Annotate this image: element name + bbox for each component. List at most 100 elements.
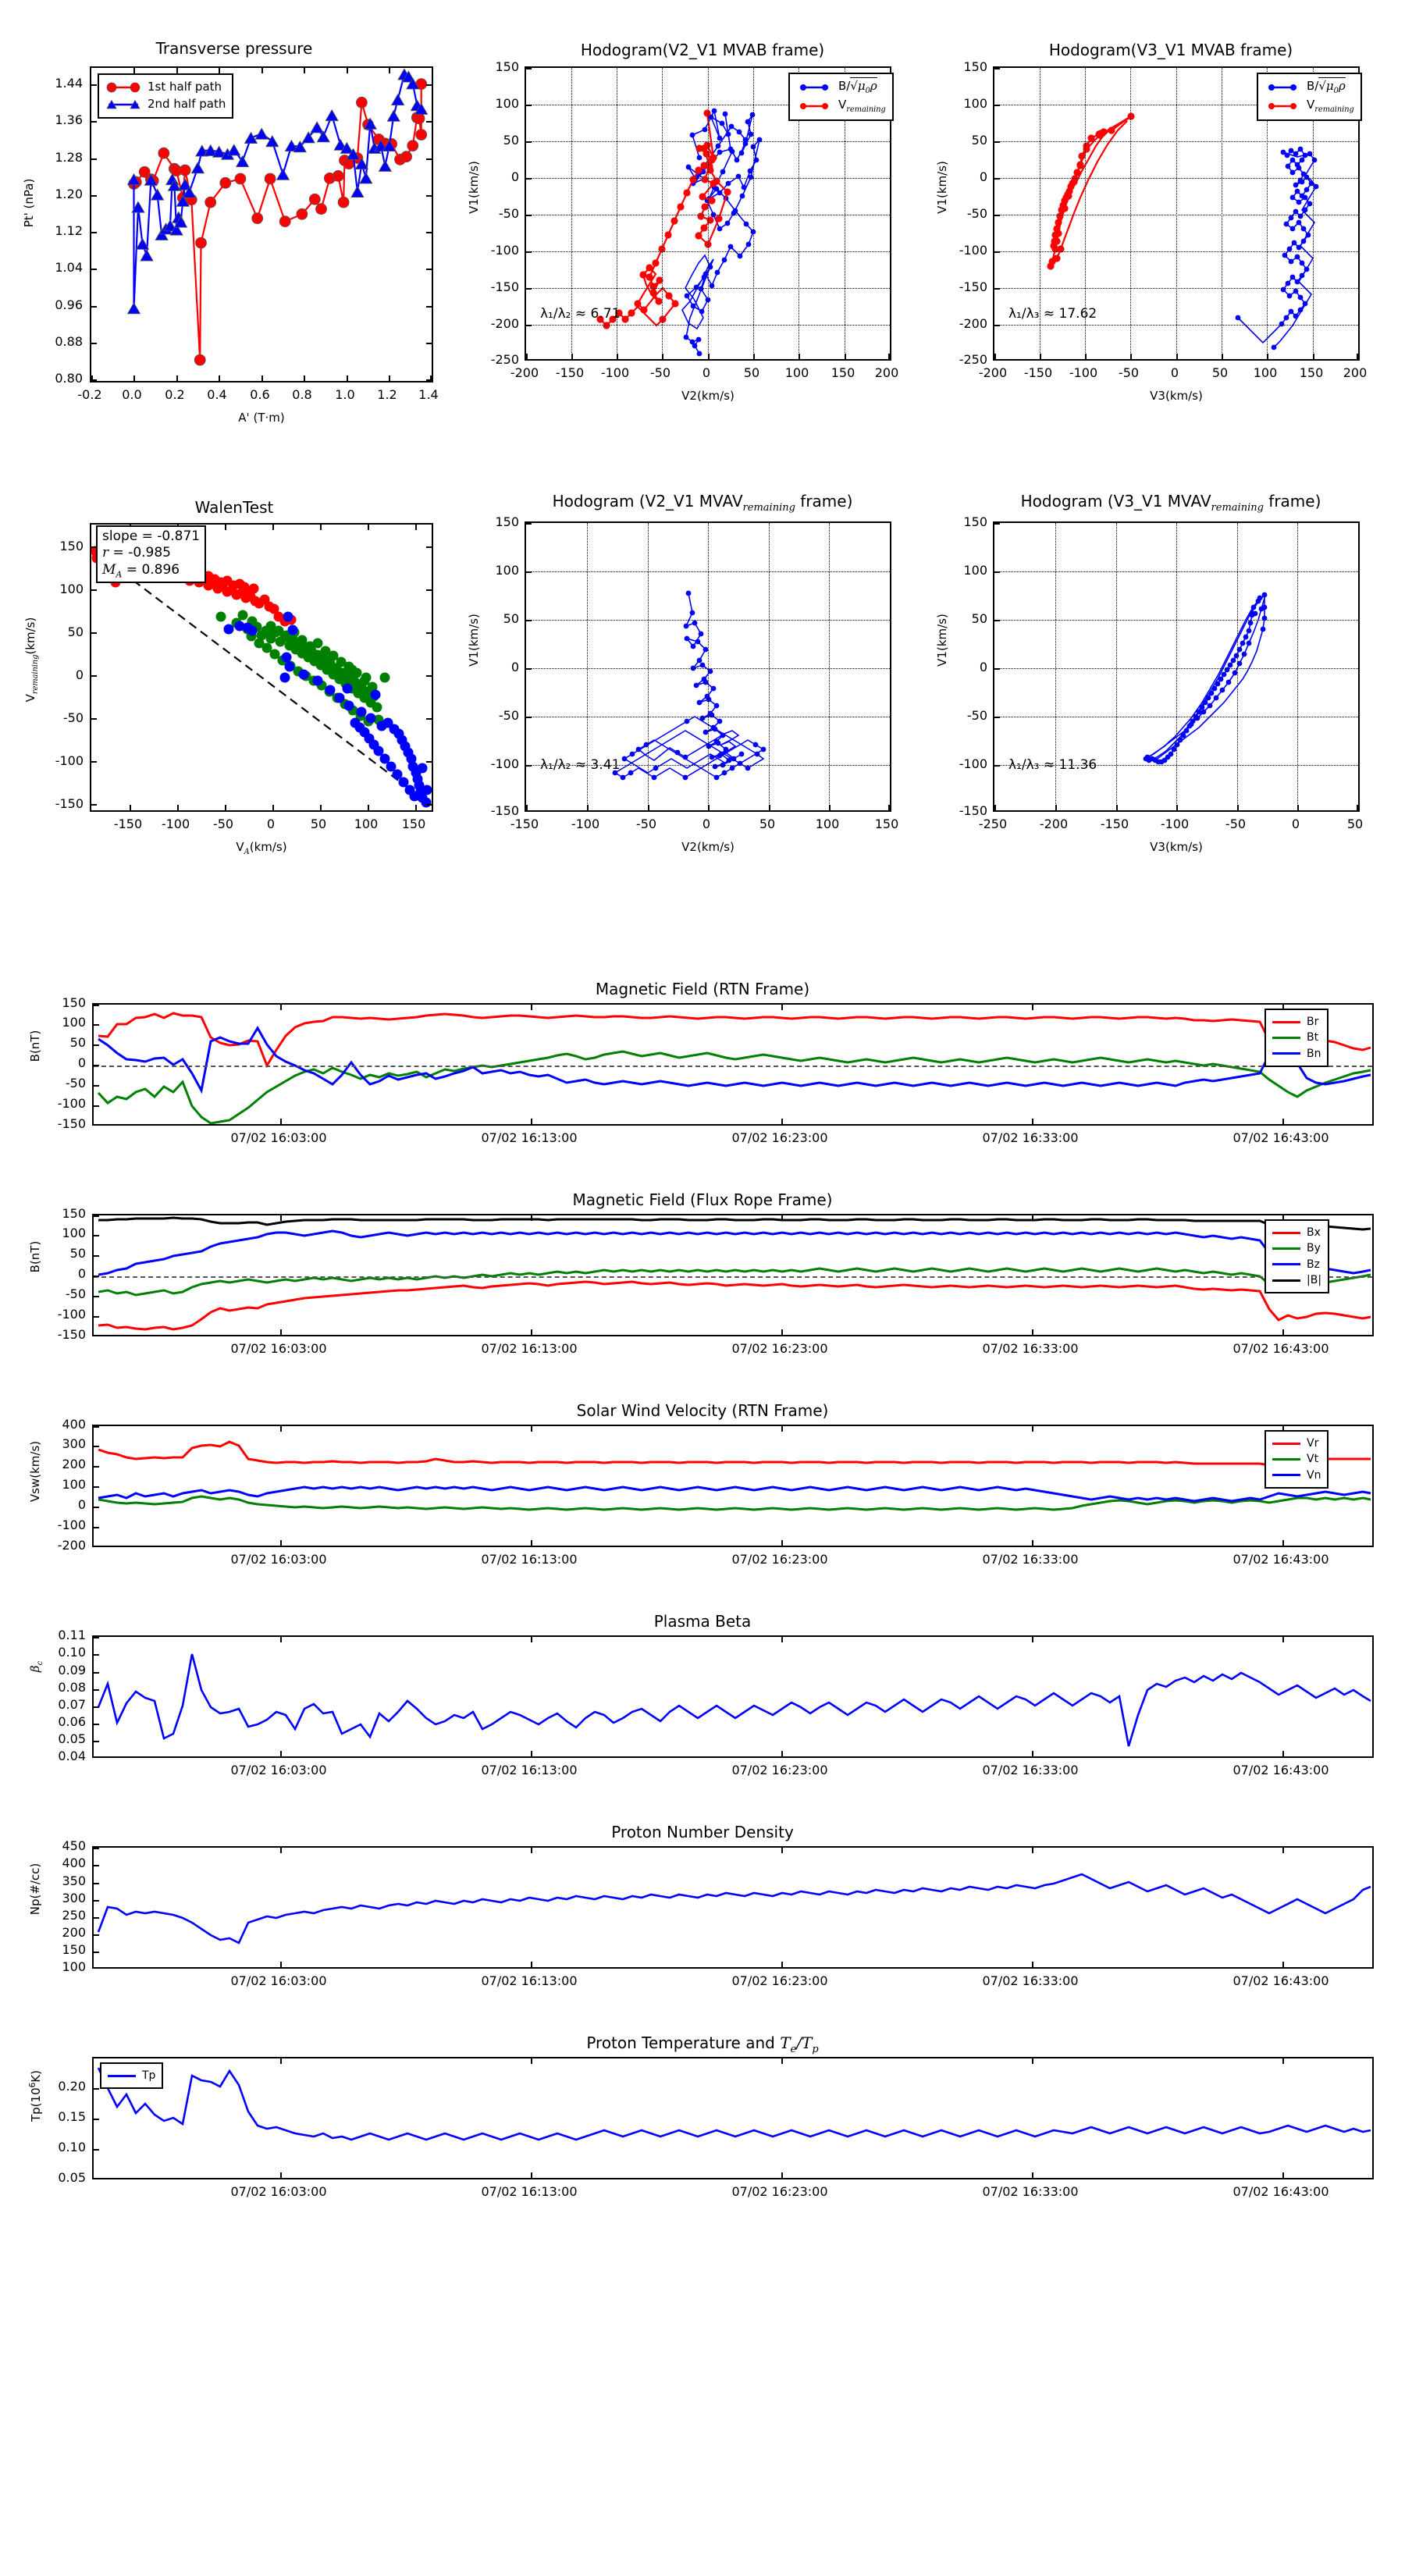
tick <box>1282 1426 1284 1432</box>
xtick-label: 07/02 16:33:00 <box>982 1552 1079 1567</box>
blue-triangle-marker-icon <box>105 99 141 110</box>
tick <box>1032 1426 1033 1432</box>
tick <box>781 1426 783 1432</box>
bt-line-swatch-icon <box>1272 1036 1300 1039</box>
tick <box>708 354 710 359</box>
xtick-label: 50 <box>743 365 760 380</box>
ytick-label: -100 <box>959 756 987 771</box>
xtick-label: 07/02 16:43:00 <box>1232 1973 1329 1988</box>
magnetic-field-fluxrope-axes <box>92 1214 1374 1336</box>
legend-row-bn: Bn <box>1272 1046 1321 1062</box>
tick <box>426 379 432 381</box>
tick <box>526 571 532 573</box>
tick <box>320 525 322 530</box>
tick <box>91 343 97 344</box>
xtick-label: 50 <box>1346 817 1364 831</box>
ytick-label: 0.10 <box>58 1645 86 1660</box>
legend-row-by: By <box>1272 1240 1321 1256</box>
legend-label: Bn <box>1307 1047 1321 1060</box>
ytick-label: 0.88 <box>55 334 83 349</box>
tick <box>531 1962 532 1967</box>
ytick-label: -100 <box>57 1307 86 1322</box>
magnetic-field-fluxrope-title: Magnetic Field (Flux Rope Frame) <box>572 1190 833 1209</box>
ytick-label: 150 <box>62 1206 86 1221</box>
xtick-label: -50 <box>635 817 657 831</box>
tick <box>94 1024 99 1026</box>
tick <box>426 343 432 344</box>
tick <box>94 1005 99 1006</box>
gridline <box>994 668 1358 669</box>
xtick-label: 07/02 16:33:00 <box>982 2184 1079 2199</box>
xtick-label: -0.2 <box>77 387 102 402</box>
tick <box>526 288 532 290</box>
tick <box>526 523 532 525</box>
tick <box>426 269 432 270</box>
ytick-label: 150 <box>495 59 519 74</box>
legend-row-tp: Tp <box>108 2068 155 2083</box>
ytick-label: 1.28 <box>55 150 83 165</box>
xtick-label: 200 <box>874 365 899 380</box>
tick <box>94 1316 99 1318</box>
xtick-label: 07/02 16:23:00 <box>731 1763 828 1777</box>
tick <box>94 1507 99 1508</box>
legend-label: Bz <box>1307 1258 1320 1271</box>
gridline <box>994 141 1358 142</box>
ytick-label: 50 <box>971 611 987 626</box>
tick <box>1297 805 1299 810</box>
solar-wind-velocity-rtn-legend: Vr Vt Vn <box>1264 1430 1329 1489</box>
bmag-line-swatch-icon <box>1272 1279 1300 1282</box>
tick <box>587 805 589 810</box>
ytick-label: 100 <box>495 96 519 111</box>
gridline <box>526 178 890 179</box>
hodogram-v3v1-mvavrem-axes: λ₁/λ₃ ≈ 11.36 <box>993 521 1360 812</box>
tick <box>994 354 996 359</box>
ytick-label: 0.20 <box>58 2079 86 2094</box>
xtick-label: 100 <box>1253 365 1278 380</box>
tick <box>526 717 532 718</box>
transverse-pressure-xlabel: A' (T·m) <box>238 411 285 425</box>
tick <box>94 1235 99 1236</box>
tick <box>91 804 97 806</box>
ytick-label: 1.04 <box>55 260 83 275</box>
tick <box>526 325 532 326</box>
gridline <box>526 571 890 572</box>
tick <box>781 1005 783 1010</box>
xtick-label: -50 <box>1225 817 1247 831</box>
tick <box>280 1751 282 1756</box>
gridline <box>994 178 1358 179</box>
gridline <box>526 668 890 669</box>
ytick-label: 150 <box>963 59 987 74</box>
tick <box>662 354 663 359</box>
xtick-label: -150 <box>555 365 585 380</box>
ytick-label: 100 <box>495 563 519 578</box>
tick <box>219 68 220 73</box>
xtick-label: 07/02 16:33:00 <box>982 1341 1079 1356</box>
tick <box>130 805 131 810</box>
xtick-label: -50 <box>212 817 234 831</box>
tick <box>526 251 532 253</box>
tick <box>1032 1540 1033 1546</box>
proton-number-density-ylabel: Np(#/cc) <box>28 1863 42 1916</box>
xtick-label: 07/02 16:43:00 <box>1232 1130 1329 1145</box>
tick <box>1085 354 1087 359</box>
blue-line-dot-marker-icon <box>796 82 832 93</box>
proton-number-density-axes <box>92 1846 1374 1969</box>
tick <box>133 68 135 73</box>
legend-row-alfven: B/√μ0ρ <box>796 77 886 97</box>
xtick-label: 07/02 16:13:00 <box>481 2184 578 2199</box>
tick <box>1032 1329 1033 1335</box>
legend-label: By <box>1307 1242 1321 1255</box>
tick <box>888 805 890 810</box>
xtick-label: 0 <box>1291 817 1300 831</box>
tick <box>994 668 1000 670</box>
gridline <box>994 620 1358 621</box>
xtick-label: -50 <box>1118 365 1140 380</box>
legend-row-2nd-half: 2nd half path <box>105 96 226 113</box>
tick <box>531 1119 532 1124</box>
hodogram-v2v1-mvavrem-xlabel: V2(km/s) <box>681 840 735 854</box>
transverse-pressure-ylabel: Pt' (nPa) <box>22 178 36 228</box>
tick <box>94 2088 99 2090</box>
tick <box>272 525 274 530</box>
xtick-label: 07/02 16:43:00 <box>1232 1341 1329 1356</box>
proton-temperature-title: Proton Temperature and Te/Tp <box>586 2033 819 2055</box>
